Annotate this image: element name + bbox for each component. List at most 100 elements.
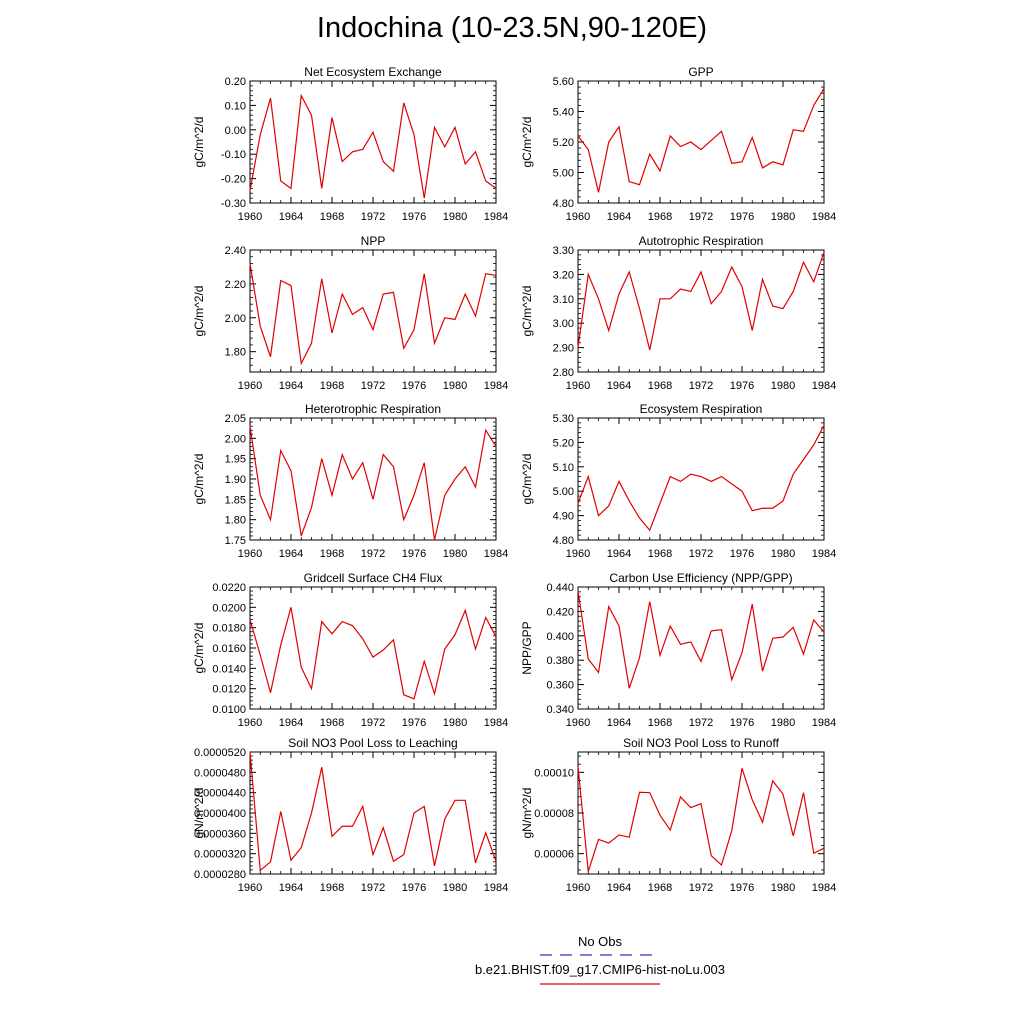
y-tick-label: 1.80 — [225, 515, 246, 527]
y-tick-label: 2.00 — [225, 433, 246, 445]
y-tick-label: 3.10 — [553, 294, 574, 306]
y-axis-label: gC/m^2/d — [520, 117, 534, 168]
x-tick-label: 1980 — [443, 548, 467, 560]
series-line — [249, 93, 497, 199]
y-tick-label: 5.40 — [553, 107, 574, 119]
y-axis-label: gC/m^2/d — [192, 286, 206, 337]
x-tick-label: 1972 — [361, 882, 385, 894]
y-tick-label: 5.00 — [553, 486, 574, 498]
y-tick-label: 5.10 — [553, 462, 574, 474]
plot-frame — [577, 417, 825, 541]
plot-frame — [249, 417, 497, 541]
x-tick-label: 1980 — [443, 717, 467, 729]
x-tick-label: 1984 — [812, 717, 836, 729]
y-tick-label: 0.0000320 — [194, 849, 246, 861]
y-tick-label: 1.80 — [225, 347, 246, 359]
x-tick-label: 1960 — [566, 717, 590, 729]
y-tick-label: 0.340 — [546, 704, 574, 716]
y-tick-label: 0.440 — [546, 582, 574, 594]
y-tick-label: 3.20 — [553, 269, 574, 281]
panel-8: Carbon Use Efficiency (NPP/GPP) NPP/GPP 19… — [520, 571, 836, 729]
y-axis-label: NPP/GPP — [520, 621, 534, 674]
y-tick-label: 0.380 — [546, 655, 574, 667]
y-tick-label: 4.80 — [553, 198, 574, 210]
x-tick-label: 1968 — [648, 548, 672, 560]
x-tick-label: 1984 — [484, 211, 508, 223]
y-axis-label: gC/m^2/d — [520, 454, 534, 505]
panel-5: Heterotrophic Respiration gC/m^2/d 1960 196… — [192, 402, 508, 560]
y-tick-label: 0.00008 — [534, 808, 574, 820]
x-tick-label: 1972 — [361, 717, 385, 729]
y-tick-label: 0.0000520 — [194, 747, 246, 759]
x-tick-label: 1976 — [730, 211, 754, 223]
y-tick-label: 0.10 — [225, 100, 246, 112]
panel-title: Net Ecosystem Exchange — [304, 65, 442, 79]
x-tick-label: 1984 — [812, 882, 836, 894]
y-tick-label: -0.10 — [221, 149, 246, 161]
series-line — [249, 751, 497, 872]
x-tick-label: 1972 — [361, 211, 385, 223]
y-tick-label: 0.400 — [546, 631, 574, 643]
y-axis-label: gC/m^2/d — [192, 454, 206, 505]
series-line — [577, 590, 825, 689]
x-tick-label: 1980 — [771, 211, 795, 223]
x-tick-label: 1984 — [812, 211, 836, 223]
x-tick-label: 1968 — [320, 211, 344, 223]
x-tick-label: 1968 — [648, 882, 672, 894]
y-tick-label: 5.30 — [553, 413, 574, 425]
x-tick-label: 1960 — [238, 548, 262, 560]
y-tick-label: 3.30 — [553, 245, 574, 257]
series-line — [249, 263, 497, 366]
y-tick-label: 0.0160 — [212, 643, 246, 655]
panel-title: NPP — [361, 234, 386, 248]
x-tick-label: 1976 — [402, 211, 426, 223]
x-tick-label: 1960 — [566, 548, 590, 560]
plot-frame — [577, 249, 825, 373]
x-tick-label: 1976 — [402, 548, 426, 560]
x-tick-label: 1984 — [484, 882, 508, 894]
panel-title: Autotrophic Respiration — [639, 234, 764, 248]
series-line — [249, 607, 497, 700]
y-tick-label: 2.80 — [553, 367, 574, 379]
plot-frame — [249, 586, 497, 710]
y-tick-label: 5.60 — [553, 76, 574, 88]
y-tick-label: 0.0000280 — [194, 869, 246, 881]
y-axis-label: gC/m^2/d — [192, 623, 206, 674]
panel-title: Ecosystem Respiration — [640, 402, 763, 416]
x-tick-label: 1964 — [607, 717, 631, 729]
y-tick-label: 0.0000400 — [194, 808, 246, 820]
x-tick-label: 1960 — [566, 882, 590, 894]
panel-4: Autotrophic Respiration gC/m^2/d 1960 1964 1… — [520, 234, 836, 392]
y-axis-label: gC/m^2/d — [520, 286, 534, 337]
x-tick-label: 1984 — [812, 548, 836, 560]
x-tick-label: 1980 — [771, 882, 795, 894]
x-tick-label: 1960 — [238, 380, 262, 392]
panel-title: Soil NO3 Pool Loss to Leaching — [288, 736, 457, 750]
y-axis-label: gC/m^2/d — [192, 117, 206, 168]
y-tick-label: 0.20 — [225, 76, 246, 88]
series-line — [577, 252, 825, 351]
y-axis-label: gN/m^2/d — [520, 788, 534, 839]
x-tick-label: 1968 — [320, 548, 344, 560]
x-tick-label: 1972 — [689, 211, 713, 223]
y-tick-label: 0.0200 — [212, 602, 246, 614]
y-tick-label: 2.05 — [225, 413, 246, 425]
x-tick-label: 1960 — [238, 717, 262, 729]
x-tick-label: 1984 — [484, 717, 508, 729]
x-tick-label: 1960 — [566, 211, 590, 223]
y-tick-label: 0.00006 — [534, 849, 574, 861]
x-tick-label: 1968 — [648, 717, 672, 729]
panel-2: GPP gC/m^2/d 1960 1964 1968 1972 1976 1980 1984 4… — [520, 65, 836, 223]
x-tick-label: 1972 — [689, 882, 713, 894]
x-tick-label: 1968 — [648, 211, 672, 223]
y-tick-label: 0.0000360 — [194, 828, 246, 840]
x-tick-label: 1980 — [443, 380, 467, 392]
y-tick-label: -0.30 — [221, 198, 246, 210]
x-tick-label: 1976 — [402, 380, 426, 392]
x-tick-label: 1964 — [607, 548, 631, 560]
x-tick-label: 1964 — [607, 380, 631, 392]
x-tick-label: 1972 — [361, 380, 385, 392]
x-tick-label: 1964 — [607, 211, 631, 223]
series-line — [577, 88, 825, 193]
x-tick-label: 1960 — [238, 211, 262, 223]
